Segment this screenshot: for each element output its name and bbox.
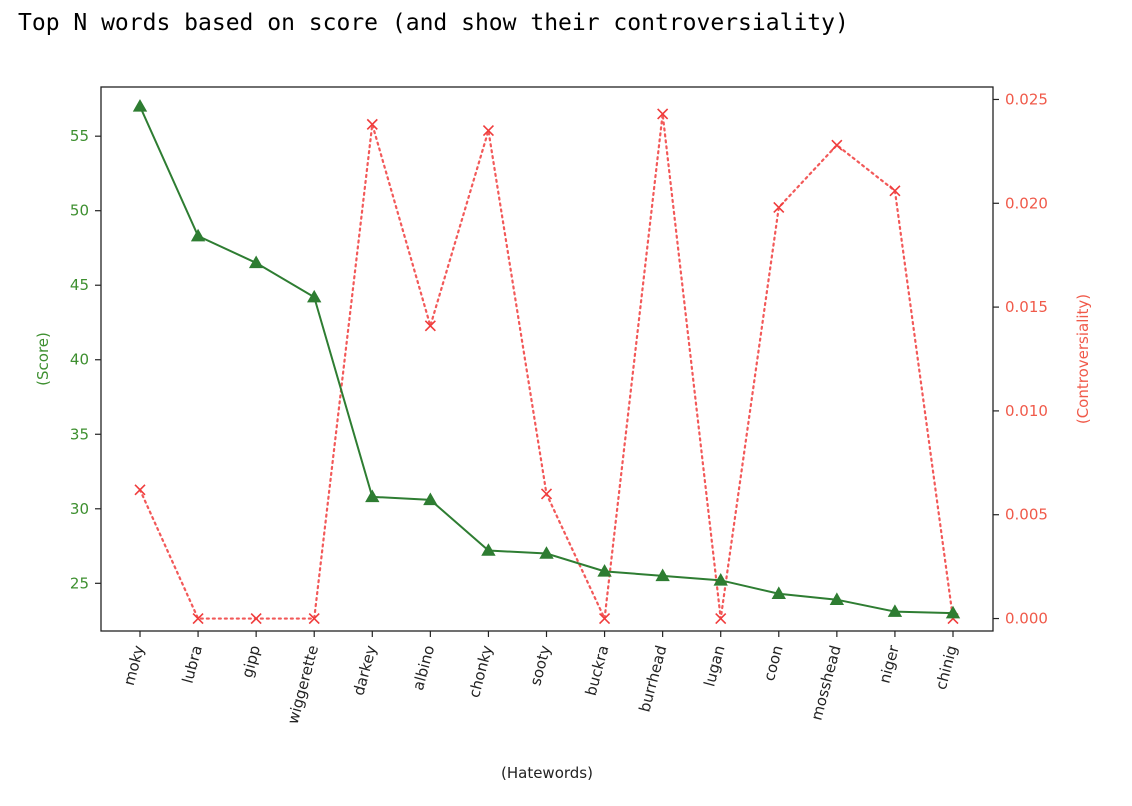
left-tick-label: 30 [70, 500, 89, 518]
left-y-axis-ticks: 25 30 35 40 45 50 55 [70, 127, 101, 592]
score-point [713, 573, 728, 586]
x-tick-label: sooty [526, 643, 554, 687]
right-y-axis-label: (Controversiality) [1074, 294, 1092, 424]
left-tick-label: 35 [70, 425, 89, 443]
right-tick-label: 0.000 [1005, 610, 1048, 628]
score-point [945, 605, 961, 619]
left-tick-label: 45 [70, 276, 89, 294]
controversiality-point [831, 139, 843, 151]
x-tick-label: coon [760, 643, 787, 683]
x-tick-label: albino [409, 643, 438, 692]
controversiality-point [540, 488, 553, 500]
controversiality-point [134, 484, 146, 496]
score-point [887, 604, 903, 617]
right-tick-label: 0.015 [1005, 298, 1048, 316]
right-tick-label: 0.010 [1005, 402, 1048, 420]
controversiality-point [889, 185, 901, 197]
score-point [771, 586, 786, 600]
score-point [423, 492, 438, 506]
x-tick-label: lubra [179, 643, 206, 685]
controversiality-point [715, 612, 727, 625]
left-tick-label: 25 [70, 574, 89, 592]
controversiality-line [138, 113, 955, 623]
score-point [597, 564, 612, 577]
left-tick-label: 50 [70, 202, 89, 220]
score-point [829, 592, 845, 605]
right-tick-label: 0.025 [1005, 90, 1048, 108]
x-tick-label: buckra [582, 643, 613, 697]
score-point [248, 255, 264, 269]
score-point [365, 489, 380, 503]
x-tick-label: chonky [465, 643, 496, 699]
left-tick-label: 40 [70, 351, 89, 369]
controversiality-point [599, 612, 611, 625]
left-y-axis-label: (Score) [34, 332, 52, 386]
left-tick-label: 55 [70, 127, 89, 145]
x-tick-label: moky [120, 643, 148, 687]
controversiality-point [192, 612, 204, 625]
right-tick-label: 0.005 [1005, 506, 1048, 524]
controversiality-point [657, 108, 669, 120]
page-title: Top N words based on score (and show the… [18, 10, 849, 36]
x-tick-label: darkey [350, 643, 381, 697]
x-axis-ticks: moky lubra gipp wiggerette darkey albino chonk… [120, 631, 961, 726]
controversiality-point [250, 612, 262, 625]
score-point [132, 99, 148, 112]
score-series [132, 99, 961, 619]
x-tick-label: mosshead [807, 643, 844, 722]
controversiality-point [773, 201, 785, 213]
controversiality-point [308, 612, 320, 625]
score-point [539, 546, 554, 559]
x-tick-label: wiggerette [284, 643, 322, 726]
x-tick-label: chinig [932, 643, 961, 691]
controversiality-point [366, 118, 378, 130]
x-tick-label: lugan [700, 643, 728, 688]
x-tick-label: niger [875, 643, 903, 686]
controversiality-point [424, 320, 436, 332]
x-axis-label: (Hatewords) [501, 764, 593, 782]
score-line [139, 105, 954, 615]
right-tick-label: 0.020 [1005, 194, 1048, 212]
x-tick-label: gipp [238, 643, 264, 679]
score-point [481, 543, 496, 556]
score-point [655, 568, 670, 582]
score-point [307, 289, 322, 303]
right-y-axis-ticks: 0.000 0.005 0.010 0.015 0.020 0.025 [993, 90, 1048, 628]
plot-frame [100, 86, 994, 632]
controversiality-point [482, 125, 494, 137]
x-tick-label: burrhead [635, 643, 670, 714]
score-point [190, 228, 206, 242]
